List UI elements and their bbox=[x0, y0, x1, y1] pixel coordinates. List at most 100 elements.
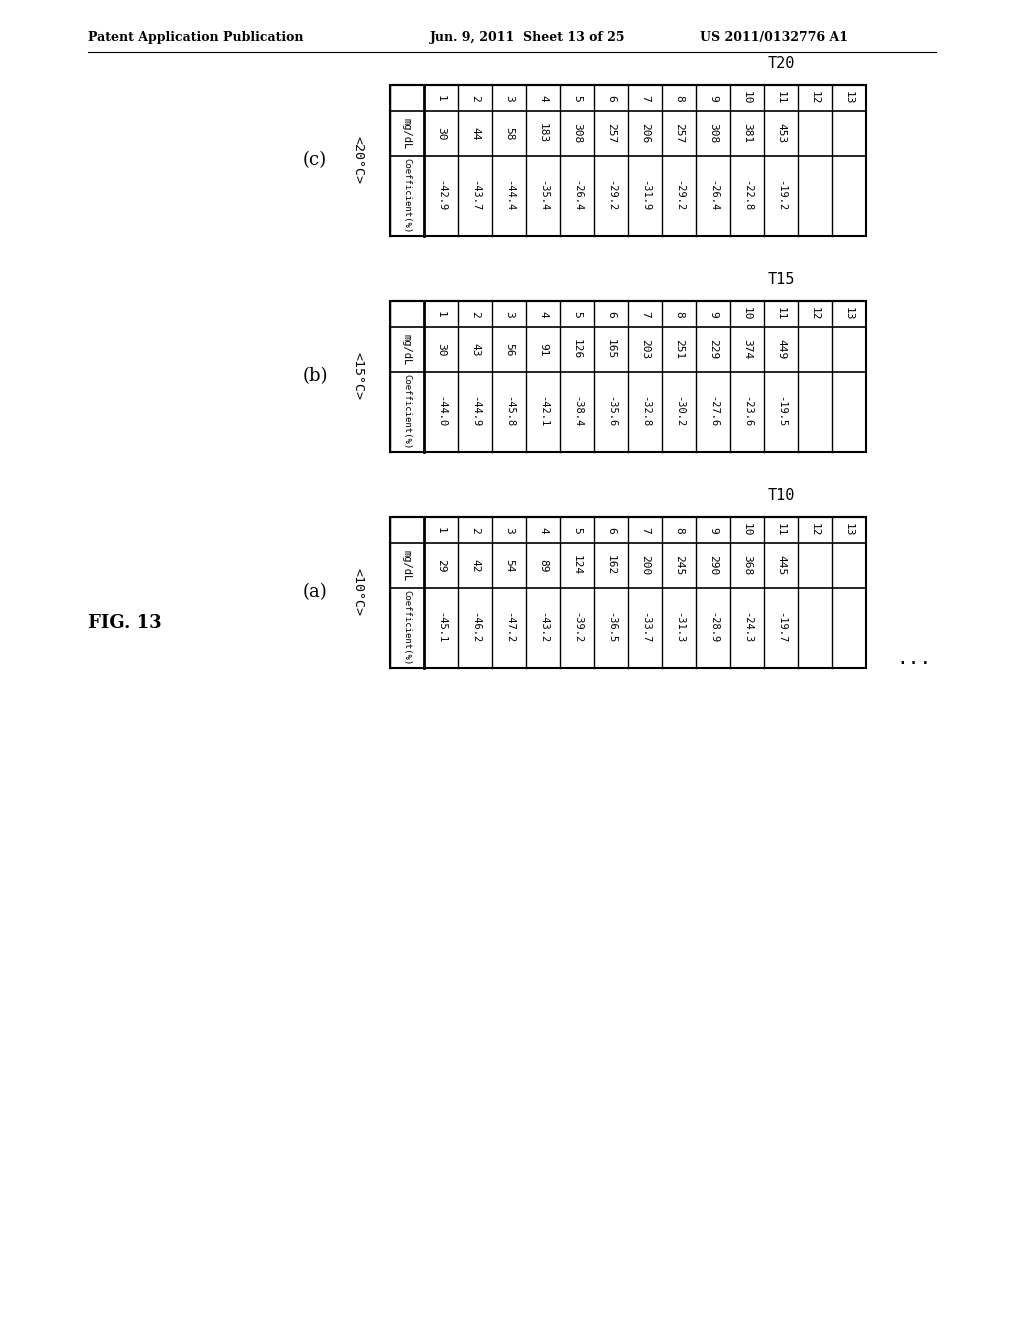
Text: -19.2: -19.2 bbox=[776, 181, 786, 211]
Text: -38.4: -38.4 bbox=[572, 396, 582, 428]
Text: 9: 9 bbox=[708, 95, 718, 102]
Text: 5: 5 bbox=[572, 95, 582, 102]
Text: -42.9: -42.9 bbox=[436, 181, 446, 211]
Text: -29.2: -29.2 bbox=[606, 181, 616, 211]
Text: -26.4: -26.4 bbox=[708, 181, 718, 211]
Text: 56: 56 bbox=[504, 343, 514, 356]
Text: 8: 8 bbox=[674, 95, 684, 102]
Text: 445: 445 bbox=[776, 556, 786, 576]
Text: 29: 29 bbox=[436, 558, 446, 573]
Text: 257: 257 bbox=[606, 123, 616, 144]
Text: Patent Application Publication: Patent Application Publication bbox=[88, 32, 303, 45]
Text: 1: 1 bbox=[436, 527, 446, 533]
Text: Jun. 9, 2011  Sheet 13 of 25: Jun. 9, 2011 Sheet 13 of 25 bbox=[430, 32, 626, 45]
Text: 7: 7 bbox=[640, 95, 650, 102]
Text: 30: 30 bbox=[436, 127, 446, 140]
Text: 12: 12 bbox=[810, 91, 820, 104]
Text: 3: 3 bbox=[504, 95, 514, 102]
Text: <15°C>: <15°C> bbox=[351, 352, 365, 400]
Text: 7: 7 bbox=[640, 310, 650, 317]
Text: -24.3: -24.3 bbox=[742, 612, 752, 644]
Text: 11: 11 bbox=[776, 523, 786, 537]
Text: 162: 162 bbox=[606, 556, 616, 576]
Bar bbox=[390, 517, 866, 668]
Text: 13: 13 bbox=[844, 91, 854, 104]
Text: -39.2: -39.2 bbox=[572, 612, 582, 644]
Text: (c): (c) bbox=[303, 152, 327, 169]
Text: -22.8: -22.8 bbox=[742, 181, 752, 211]
Text: mg/dL: mg/dL bbox=[402, 550, 412, 581]
Text: 9: 9 bbox=[708, 527, 718, 533]
Text: 30: 30 bbox=[436, 343, 446, 356]
Text: 91: 91 bbox=[538, 343, 548, 356]
Text: 203: 203 bbox=[640, 339, 650, 359]
Text: 200: 200 bbox=[640, 556, 650, 576]
Text: -19.5: -19.5 bbox=[776, 396, 786, 428]
Text: 3: 3 bbox=[504, 527, 514, 533]
Text: 245: 245 bbox=[674, 556, 684, 576]
Text: mg/dL: mg/dL bbox=[402, 334, 412, 366]
Text: 8: 8 bbox=[674, 527, 684, 533]
Text: 2: 2 bbox=[470, 310, 480, 317]
Text: 5: 5 bbox=[572, 527, 582, 533]
Text: (a): (a) bbox=[303, 583, 328, 602]
Text: 10: 10 bbox=[742, 308, 752, 321]
Text: -42.1: -42.1 bbox=[538, 396, 548, 428]
Text: -35.6: -35.6 bbox=[606, 396, 616, 428]
Text: -47.2: -47.2 bbox=[504, 612, 514, 644]
Text: 10: 10 bbox=[742, 523, 752, 537]
Text: -43.2: -43.2 bbox=[538, 612, 548, 644]
Text: 42: 42 bbox=[470, 558, 480, 573]
Text: 7: 7 bbox=[640, 527, 650, 533]
Text: FIG. 13: FIG. 13 bbox=[88, 614, 162, 631]
Text: 5: 5 bbox=[572, 310, 582, 317]
Text: 124: 124 bbox=[572, 556, 582, 576]
Bar bbox=[390, 84, 866, 236]
Text: 6: 6 bbox=[606, 95, 616, 102]
Text: 165: 165 bbox=[606, 339, 616, 359]
Text: 54: 54 bbox=[504, 558, 514, 573]
Text: 13: 13 bbox=[844, 308, 854, 321]
Text: US 2011/0132776 A1: US 2011/0132776 A1 bbox=[700, 32, 848, 45]
Text: 4: 4 bbox=[538, 95, 548, 102]
Text: 58: 58 bbox=[504, 127, 514, 140]
Text: -29.2: -29.2 bbox=[674, 181, 684, 211]
Text: -36.5: -36.5 bbox=[606, 612, 616, 644]
Text: -19.7: -19.7 bbox=[776, 612, 786, 644]
Text: 43: 43 bbox=[470, 343, 480, 356]
Text: mg/dL: mg/dL bbox=[402, 117, 412, 149]
Text: 3: 3 bbox=[504, 310, 514, 317]
Text: <20°C>: <20°C> bbox=[351, 136, 365, 185]
Text: 374: 374 bbox=[742, 339, 752, 359]
Text: -43.7: -43.7 bbox=[470, 181, 480, 211]
Text: 11: 11 bbox=[776, 91, 786, 104]
Text: -44.9: -44.9 bbox=[470, 396, 480, 428]
Text: 368: 368 bbox=[742, 556, 752, 576]
Text: 1: 1 bbox=[436, 95, 446, 102]
Text: 257: 257 bbox=[674, 123, 684, 144]
Text: Coefficient(%): Coefficient(%) bbox=[402, 158, 412, 234]
Text: 4: 4 bbox=[538, 310, 548, 317]
Text: T20: T20 bbox=[767, 55, 795, 70]
Text: -32.8: -32.8 bbox=[640, 396, 650, 428]
Text: 453: 453 bbox=[776, 123, 786, 144]
Text: -44.4: -44.4 bbox=[504, 181, 514, 211]
Text: 229: 229 bbox=[708, 339, 718, 359]
Text: 381: 381 bbox=[742, 123, 752, 144]
Text: T10: T10 bbox=[767, 487, 795, 503]
Text: 251: 251 bbox=[674, 339, 684, 359]
Text: 12: 12 bbox=[810, 308, 820, 321]
Text: ...: ... bbox=[896, 648, 931, 668]
Text: 126: 126 bbox=[572, 339, 582, 359]
Text: 44: 44 bbox=[470, 127, 480, 140]
Text: -27.6: -27.6 bbox=[708, 396, 718, 428]
Text: 4: 4 bbox=[538, 527, 548, 533]
Text: 8: 8 bbox=[674, 310, 684, 317]
Text: 2: 2 bbox=[470, 527, 480, 533]
Text: -35.4: -35.4 bbox=[538, 181, 548, 211]
Text: -28.9: -28.9 bbox=[708, 612, 718, 644]
Text: 308: 308 bbox=[572, 123, 582, 144]
Text: 9: 9 bbox=[708, 310, 718, 317]
Text: -26.4: -26.4 bbox=[572, 181, 582, 211]
Text: 11: 11 bbox=[776, 308, 786, 321]
